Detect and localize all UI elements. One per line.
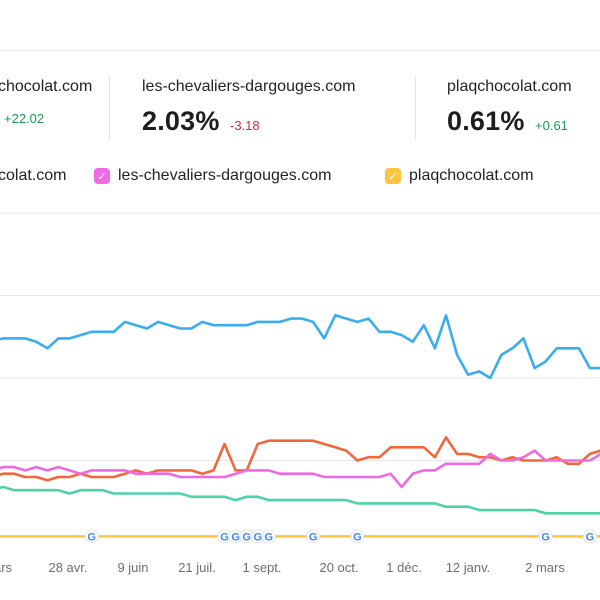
google-update-icon-glyph: G xyxy=(541,531,550,543)
series-line-0 xyxy=(0,314,600,380)
metric-domain: plaqchocolat.com xyxy=(447,78,572,95)
legend-label: colat.com xyxy=(0,167,67,184)
legend-label: les-chevaliers-dargouges.com xyxy=(118,167,332,184)
x-tick-label: 1 sept. xyxy=(242,560,281,575)
metric-delta: +0.61 xyxy=(535,118,568,133)
google-update-icon-glyph: G xyxy=(87,531,96,543)
google-update-icon-glyph: G xyxy=(309,531,318,543)
x-tick-label: 20 oct. xyxy=(319,560,358,575)
checkmark-icon[interactable]: ✓ xyxy=(94,168,110,184)
metric-domain: les-chevaliers-dargouges.com xyxy=(142,78,356,95)
metric-value: 2.03% xyxy=(142,106,220,136)
x-tick-label: 28 avr. xyxy=(48,560,87,575)
google-update-icon-glyph: G xyxy=(220,531,229,543)
checkmark-icon[interactable]: ✓ xyxy=(385,168,401,184)
google-update-icon-glyph: G xyxy=(231,531,240,543)
metric-divider xyxy=(109,76,110,140)
google-update-icon-glyph: G xyxy=(253,531,262,543)
google-update-icon xyxy=(582,529,597,544)
series-line-3 xyxy=(0,485,600,515)
legend-item-chocolat[interactable]: colat.com xyxy=(0,165,66,187)
series-line-2 xyxy=(0,449,600,489)
legend-item-les-chevaliers[interactable]: ✓ les-chevaliers-dargouges.com xyxy=(94,165,331,187)
header-divider xyxy=(0,50,600,51)
x-tick-label: 2 mars xyxy=(525,560,565,575)
google-update-icon xyxy=(538,529,553,544)
metric-card-les-chevaliers: les-chevaliers-dargouges.com 2.03% -3.18 xyxy=(142,78,355,137)
google-update-icon xyxy=(261,529,276,544)
metric-card-chocolat: chocolat.com +22.02 xyxy=(0,78,92,128)
legend-item-plaqchocolat[interactable]: ✓ plaqchocolat.com xyxy=(385,165,534,187)
metric-delta: -3.18 xyxy=(230,118,260,133)
google-update-icon-glyph: G xyxy=(586,531,595,543)
metric-delta: +22.02 xyxy=(4,111,45,126)
legend-label: plaqchocolat.com xyxy=(409,167,534,184)
x-tick-label: 9 juin xyxy=(117,560,148,575)
google-update-icon xyxy=(84,529,99,544)
x-tick-label: ars xyxy=(0,560,13,575)
x-tick-label: 1 déc. xyxy=(386,560,421,575)
google-update-icon xyxy=(306,529,321,544)
metric-card-plaqchocolat: plaqchocolat.com 0.61% +0.61 xyxy=(447,78,572,137)
metric-domain: chocolat.com xyxy=(0,78,93,95)
x-tick-label: 21 juil. xyxy=(178,560,216,575)
google-update-icon xyxy=(350,529,365,544)
metric-divider xyxy=(415,76,416,140)
google-update-icon-glyph: G xyxy=(265,531,274,543)
metric-value: 0.61% xyxy=(447,106,525,136)
google-update-icon-glyph: G xyxy=(353,531,362,543)
google-update-icon-glyph: G xyxy=(242,531,251,543)
x-tick-label: 12 janv. xyxy=(446,560,491,575)
